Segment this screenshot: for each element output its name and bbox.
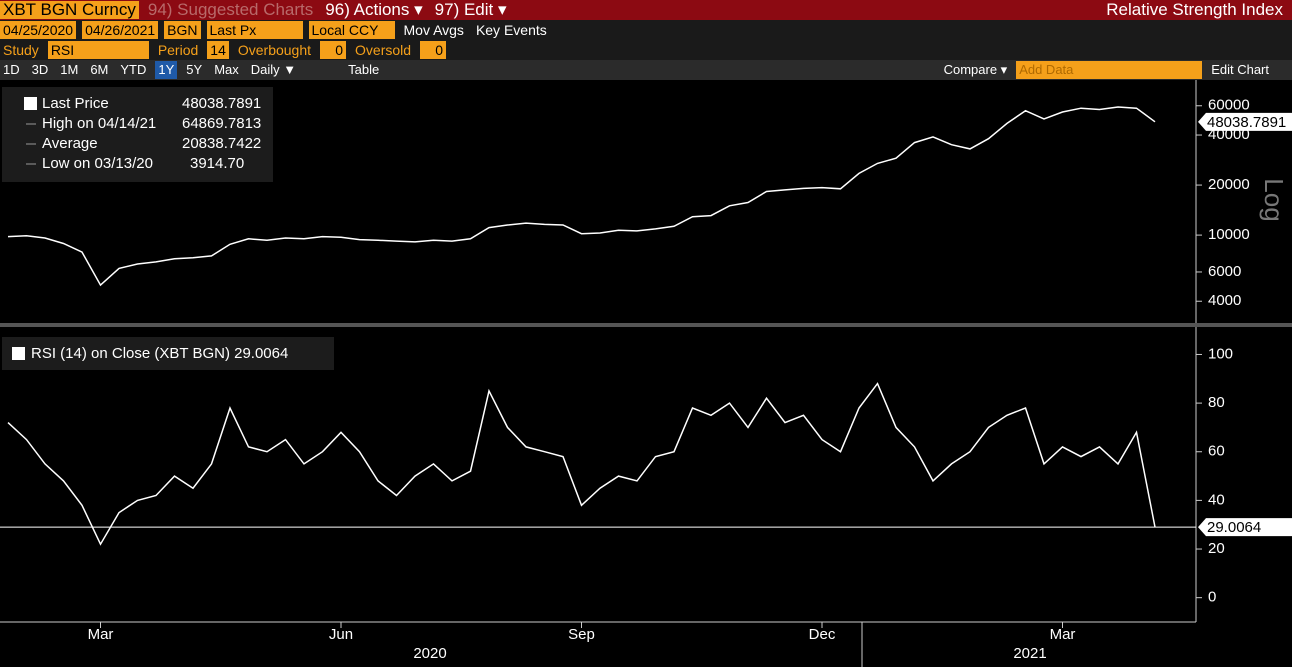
study-title: Relative Strength Index: [1106, 0, 1283, 19]
oversold[interactable]: 0: [420, 41, 447, 59]
oversold-label: Oversold: [355, 42, 412, 58]
y-tick-label: 80: [1208, 394, 1225, 411]
study-label: Study: [3, 42, 39, 58]
legend-label: Average: [42, 135, 98, 152]
y-tick-label: 6000: [1208, 263, 1241, 280]
edit-chart[interactable]: Edit Chart: [1211, 62, 1269, 77]
panel-title: RSI (14) on Close (XBT BGN) 29.0064: [31, 345, 288, 362]
legend-box: [2, 87, 273, 182]
y-tick-label: 100: [1208, 345, 1233, 362]
x-tick-label: Sep: [568, 626, 595, 643]
table-button[interactable]: Table: [348, 62, 380, 77]
year-label: 2021: [1013, 645, 1046, 662]
x-tick-label: Mar: [1050, 626, 1076, 643]
y-tick-label: 60: [1208, 443, 1225, 460]
currency[interactable]: Local CCY: [308, 21, 395, 39]
x-tick-label: Mar: [88, 626, 114, 643]
y-tick-label: 20000: [1208, 176, 1250, 193]
y-tick-label: 4000: [1208, 292, 1241, 309]
overbought-label: Overbought: [237, 42, 312, 58]
last-value-label: 29.0064: [1207, 519, 1261, 536]
legend-swatch: [24, 97, 37, 110]
end-date[interactable]: 04/26/2021: [82, 21, 159, 39]
legend-value: 64869.7813: [182, 115, 261, 132]
legend-value: 20838.7422: [182, 135, 261, 152]
period[interactable]: 14: [207, 41, 229, 59]
key-events[interactable]: Key Events: [475, 22, 547, 38]
y-tick-label: 40: [1208, 491, 1225, 508]
edit-menu[interactable]: 97) Edit ▾: [434, 0, 507, 19]
y-axis-label: Log: [1259, 178, 1289, 221]
range-button[interactable]: 1D: [3, 62, 20, 77]
range-button[interactable]: 6M: [90, 62, 109, 77]
year-label: 2020: [413, 645, 446, 662]
range-button[interactable]: 1M: [60, 62, 79, 77]
range-button[interactable]: 1Y: [155, 61, 178, 79]
range-bar: Daily ▼ Table Compare ▾ Add Data Edit Ch…: [0, 60, 1292, 80]
range-button[interactable]: 3D: [31, 62, 49, 77]
price-line: [7, 382, 1156, 546]
y-tick-label: 20: [1208, 540, 1225, 557]
y-tick-label: 10000: [1208, 226, 1250, 243]
legend-label: High on 04/14/21: [42, 115, 156, 132]
legend-label: Last Price: [42, 95, 109, 112]
legend-box: [2, 337, 334, 370]
legend-label: Low on 03/13/20: [42, 155, 153, 172]
date-bar: 04/25/2020 04/26/2021 BGN Last Px Local …: [0, 20, 1292, 40]
range-button[interactable]: YTD: [120, 62, 147, 77]
title-bar: XBT BGN Curncy 94) Suggested Charts 96) …: [0, 0, 1292, 20]
y-tick-label: 0: [1208, 589, 1216, 606]
legend-value: 48038.7891: [182, 95, 261, 112]
mov-avgs[interactable]: Mov Avgs: [403, 22, 464, 38]
period-label: Period: [157, 42, 199, 58]
ticker[interactable]: XBT BGN Curncy: [0, 1, 139, 19]
range-button[interactable]: 5Y: [186, 62, 203, 77]
x-tick-label: Jun: [329, 626, 353, 643]
suggested-charts[interactable]: 94) Suggested Charts: [147, 0, 314, 19]
frequency[interactable]: Daily ▼: [250, 62, 297, 77]
overbought[interactable]: 0: [320, 41, 347, 59]
range-button[interactable]: Max: [214, 62, 239, 77]
x-tick-label: Dec: [809, 626, 836, 643]
actions-menu[interactable]: 96) Actions ▾: [325, 0, 423, 19]
legend-swatch: [12, 347, 25, 360]
legend-value: 3914.70: [190, 155, 244, 172]
add-data[interactable]: Add Data: [1016, 61, 1203, 79]
y-tick-label: 60000: [1208, 97, 1250, 114]
y-tick-label: 40000: [1208, 126, 1250, 143]
field[interactable]: Last Px: [206, 21, 303, 39]
start-date[interactable]: 04/25/2020: [0, 21, 77, 39]
last-value-flag: [1198, 518, 1292, 537]
price-line: [7, 106, 1156, 287]
compare[interactable]: Compare ▾: [943, 62, 1008, 77]
study-bar: Study RSI Period 14 Overbought 0 Oversol…: [0, 40, 1292, 60]
divider: [0, 323, 1292, 327]
study[interactable]: RSI: [47, 41, 149, 59]
source[interactable]: BGN: [164, 21, 201, 39]
last-value-flag: [1198, 112, 1292, 131]
last-value-label: 48038.7891: [1207, 114, 1286, 131]
